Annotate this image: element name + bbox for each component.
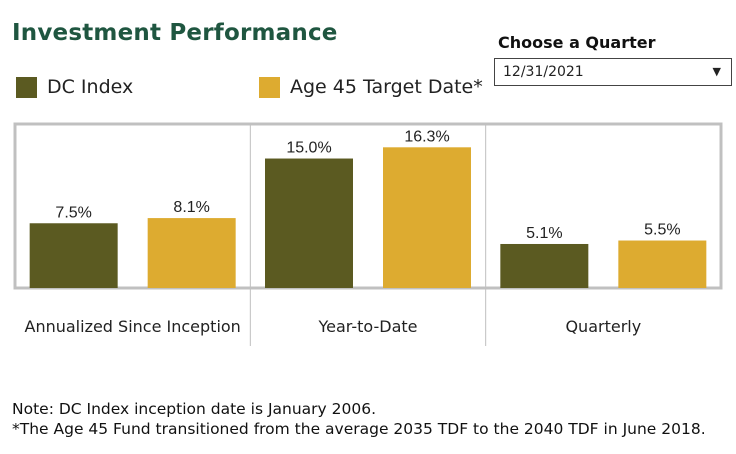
chart-frame: [13, 122, 723, 290]
data-label: 15.0%: [286, 140, 331, 157]
note-age45-transition: *The Age 45 Fund transitioned from the a…: [12, 420, 706, 438]
quarter-select[interactable]: 12/31/2021 ▼: [494, 58, 732, 86]
data-label: 5.5%: [644, 222, 680, 239]
page-title: Investment Performance: [12, 20, 338, 46]
bar-dc-index-2: [500, 243, 589, 288]
bar-dc-index-1: [265, 158, 353, 288]
caret-down-icon: ▼: [712, 65, 721, 78]
quarter-label: Choose a Quarter: [498, 33, 656, 52]
bar-age45-0: [147, 218, 236, 288]
category-label: Quarterly: [565, 317, 641, 336]
data-label: 5.1%: [526, 225, 562, 242]
legend-label-age45: Age 45 Target Date*: [290, 76, 483, 98]
data-label: 7.5%: [55, 204, 91, 221]
bar-age45-2: [618, 240, 707, 288]
legend-swatch-dc-index: [16, 76, 37, 98]
category-label: Annualized Since Inception: [25, 317, 241, 336]
performance-bar-chart: 7.5% 8.1% Annualized Since Inception 15.0% 1…: [13, 122, 723, 346]
bar-age45-1: [383, 147, 471, 288]
legend-item-age45: Age 45 Target Date*: [259, 76, 483, 98]
note-inception: Note: DC Index inception date is January…: [12, 400, 377, 418]
legend-swatch-age45: [259, 76, 280, 98]
category-label: Year-to-Date: [318, 317, 418, 336]
legend-label-dc-index: DC Index: [47, 76, 134, 98]
quarter-select-value: 12/31/2021: [503, 64, 584, 80]
data-label: 8.1%: [173, 199, 209, 216]
data-label: 16.3%: [404, 128, 449, 145]
footnotes: Note: DC Index inception date is January…: [12, 399, 730, 439]
legend-item-dc-index: DC Index: [16, 76, 133, 98]
bar-dc-index-0: [29, 223, 118, 288]
